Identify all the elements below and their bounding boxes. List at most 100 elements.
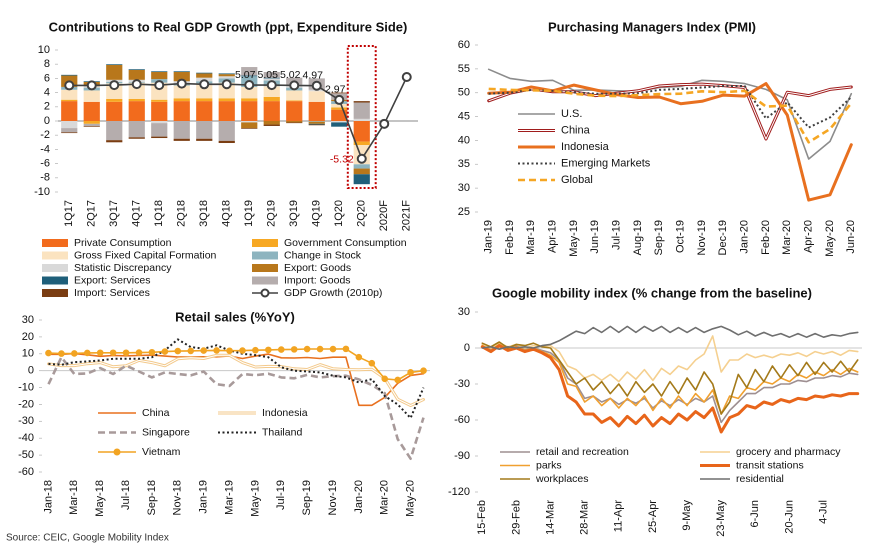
bar-segment [218,73,235,75]
x-tick-label: 11-Apr [613,500,625,533]
series-line [481,343,859,424]
x-tick-label: 1Q20 [333,200,345,227]
legend-label: transit stations [736,459,804,471]
bar-segment [241,101,258,121]
point [311,80,322,91]
y-tick-label: -6 [40,158,50,170]
x-tick-label: 28-Mar [579,500,591,535]
bar-segment [173,98,190,102]
legend-label: parks [536,459,562,471]
point [131,79,142,90]
point [109,80,120,91]
bar-segment [151,99,168,102]
legend-swatch [42,276,68,285]
bar-segment [241,121,258,123]
legend-label: GDP Growth (2010p) [284,287,382,299]
bar-segment [83,125,100,127]
point [109,349,117,357]
x-tick-label: Oct-19 [675,220,687,253]
bar-segment [61,121,78,129]
x-tick-label: Nov-19 [696,220,708,255]
y-tick-label: -8 [40,172,50,184]
y-tick-label: -20 [18,398,34,410]
x-tick-label: Jan-19 [198,480,210,514]
point [265,346,272,354]
y-tick-label: 0 [464,342,470,354]
x-tick-label: 20-Jun [783,500,795,534]
legend-label: residential [736,473,784,485]
y-tick-label: 60 [458,39,470,51]
bar-segment [353,174,370,185]
point [135,349,143,356]
x-tick-label: May-18 [94,480,106,517]
y-tick-label: -2 [40,129,50,141]
bar-segment [263,72,280,78]
point [244,80,255,91]
y-tick-label: -60 [454,414,470,426]
x-tick-label: Mar-19 [525,220,537,255]
point [148,348,156,356]
x-tick-label: Nov-18 [172,480,184,515]
series-line [488,85,852,129]
bar-segment [128,101,145,121]
bar-segment [218,74,235,77]
point [83,349,91,357]
x-tick-label: 25-Apr [647,500,659,533]
x-tick-label: 9-May [681,500,693,531]
point [226,347,233,355]
x-tick-label: Mar-18 [68,480,80,515]
bar-segment [83,123,100,126]
series-line [487,82,853,202]
series-line [47,355,425,460]
chart-title: Google mobility index (% change from the… [492,285,812,300]
bar-segment [196,98,213,102]
y-tick-label: 2 [44,101,50,113]
point [58,350,65,357]
point [356,153,367,164]
bar-segment [286,122,303,124]
bar-segment [173,101,190,121]
bar-segment [331,121,348,123]
bar-segment [196,73,213,78]
point [200,347,207,354]
data-label: 5.02 [280,69,301,81]
legend-label: U.S. [561,108,582,120]
x-tick-label: 2Q19 [266,200,278,227]
bar-segment [353,102,370,119]
legend-swatch [252,276,278,285]
legend-swatch [42,289,68,297]
legend-label: Emerging Markets [561,157,651,169]
legend-label: Vietnam [142,446,181,458]
bar-segment [151,123,168,137]
y-tick-label: 40 [458,134,470,146]
bar-segment [353,164,370,169]
y-tick-label: 0 [28,365,34,377]
bar-segment [83,101,100,121]
x-tick-label: Nov-19 [327,480,339,515]
y-tick-label: 30 [458,306,470,318]
x-tick-label: 4Q17 [131,200,143,227]
x-tick-label: May-20 [405,480,417,517]
x-tick-label: Sep-18 [146,480,158,515]
bar-segment [241,75,258,77]
x-tick-label: Jul-18 [120,480,132,510]
data-label: 5.07 [235,69,256,81]
x-tick-label: 23-May [715,500,727,537]
point [303,345,311,353]
bar-segment [308,123,325,125]
bar-segment [196,72,213,74]
highlight-box [346,45,377,189]
x-tick-label: 3Q17 [108,200,120,227]
bar-segment [151,136,168,139]
series-line [481,325,859,350]
x-tick-label: Jul-19 [611,220,623,250]
bar-segment [286,121,303,123]
data-label: 4.97 [303,69,324,81]
y-tick-label: 8 [44,58,50,70]
legend-swatch [252,251,278,260]
x-tick-label: 4Q18 [221,200,233,227]
y-tick-label: -30 [454,378,470,390]
point [420,367,427,374]
point [71,350,78,357]
data-label: -5.32 [330,154,354,166]
